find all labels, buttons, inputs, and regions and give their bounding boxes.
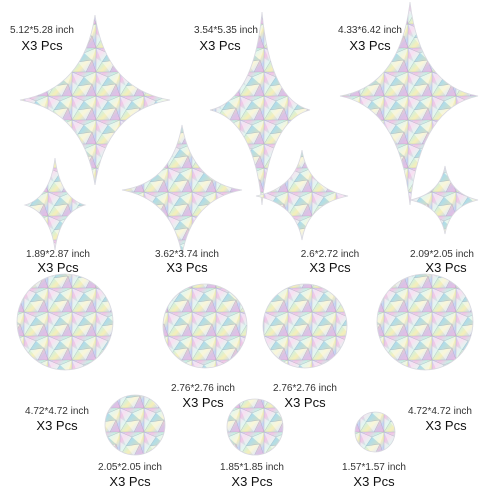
size-label: 2.76*2.76 inch [273, 383, 337, 394]
star-sticker [23, 157, 87, 251]
star-sticker [209, 11, 311, 206]
size-label: 4.72*4.72 inch [25, 406, 89, 417]
size-label: 2.05*2.05 inch [98, 462, 162, 473]
size-label: 2.09*2.05 inch [410, 249, 474, 260]
qty-label: X3 Pcs [21, 38, 63, 53]
size-label: 1.85*1.85 inch [220, 462, 284, 473]
qty-label: X3 Pcs [37, 260, 79, 275]
circle-sticker [262, 283, 348, 369]
size-label: 2.76*2.76 inch [171, 383, 235, 394]
size-label: 3.54*5.35 inch [194, 25, 258, 36]
size-label: 3.62*3.74 inch [155, 249, 219, 260]
circle-sticker [376, 273, 474, 371]
circle-sticker [104, 394, 166, 456]
qty-label: X3 Pcs [166, 260, 208, 275]
qty-label: X3 Pcs [36, 418, 78, 433]
qty-label: X3 Pcs [353, 474, 395, 489]
labels: 5.12*5.28 inch X3 Pcs 3.54*5.35 inch X3 … [10, 25, 474, 489]
star-sticker [121, 124, 243, 256]
circle-sticker [354, 411, 396, 453]
star-sticker [409, 165, 479, 235]
qty-label: X3 Pcs [284, 395, 326, 410]
star-sticker [255, 149, 349, 241]
size-label: 1.57*1.57 inch [342, 462, 406, 473]
star-sticker [339, 1, 479, 206]
star-sticker [19, 14, 171, 186]
qty-label: X3 Pcs [425, 418, 467, 433]
qty-label: X3 Pcs [231, 474, 273, 489]
size-label: 4.33*6.42 inch [338, 25, 402, 36]
size-label: 4.72*4.72 inch [408, 406, 472, 417]
size-label: 5.12*5.28 inch [10, 25, 74, 36]
qty-label: X3 Pcs [182, 395, 224, 410]
circle-sticker [16, 273, 114, 371]
qty-label: X3 Pcs [199, 38, 241, 53]
qty-label: X3 Pcs [349, 38, 391, 53]
qty-label: X3 Pcs [309, 260, 351, 275]
circle-sticker [226, 398, 284, 456]
qty-label: X3 Pcs [109, 474, 151, 489]
qty-label: X3 Pcs [425, 260, 467, 275]
size-label: 2.6*2.72 inch [301, 249, 359, 260]
circle-sticker [162, 283, 248, 369]
size-label: 1.89*2.87 inch [26, 249, 90, 260]
